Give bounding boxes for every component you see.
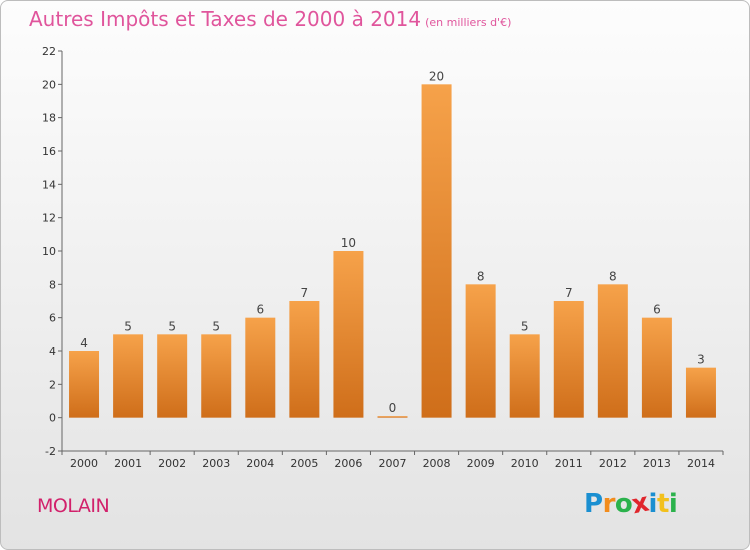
bar-2007[interactable] [377, 416, 408, 418]
bar-2001[interactable] [113, 334, 144, 418]
value-label-2003: 5 [212, 319, 220, 333]
bar-2011[interactable] [553, 301, 584, 418]
value-label-2002: 5 [168, 319, 176, 333]
y-tick-label: 2 [49, 378, 56, 391]
x-tick-label-2014: 2014 [687, 457, 715, 470]
x-tick-label-2009: 2009 [467, 457, 495, 470]
value-label-2000: 4 [80, 336, 88, 350]
y-tick-label: 6 [49, 312, 56, 325]
x-tick-label-2013: 2013 [643, 457, 671, 470]
value-label-2012: 8 [609, 269, 617, 283]
proxiti-logo[interactable]: Proxiti [584, 488, 678, 521]
y-tick-label: 4 [49, 345, 56, 358]
x-tick-label-2010: 2010 [511, 457, 539, 470]
bar-2014[interactable] [685, 367, 716, 418]
bar-2005[interactable] [289, 301, 320, 418]
y-tick-label: 8 [49, 278, 56, 291]
bar-2006[interactable] [333, 251, 364, 418]
x-tick-label-2002: 2002 [158, 457, 186, 470]
value-label-2014: 3 [697, 353, 705, 367]
value-label-2004: 6 [256, 303, 264, 317]
x-tick-label-2007: 2007 [379, 457, 407, 470]
x-tick-label-2008: 2008 [423, 457, 451, 470]
x-tick-label-2001: 2001 [114, 457, 142, 470]
x-tick-label-2011: 2011 [555, 457, 583, 470]
bar-2004[interactable] [245, 317, 276, 418]
y-tick-label: 16 [42, 145, 56, 158]
value-label-2008: 20 [429, 69, 444, 83]
bar-2012[interactable] [597, 284, 628, 418]
x-tick-label-2005: 2005 [290, 457, 318, 470]
y-tick-label: -2 [45, 445, 56, 458]
bar-2003[interactable] [201, 334, 232, 418]
value-label-2011: 7 [565, 286, 573, 300]
bar-2009[interactable] [465, 284, 496, 418]
value-label-2010: 5 [521, 319, 529, 333]
value-label-2005: 7 [301, 286, 309, 300]
bar-2013[interactable] [641, 317, 672, 418]
bar-2000[interactable] [69, 351, 100, 418]
x-tick-label-2004: 2004 [246, 457, 274, 470]
y-tick-label: 10 [42, 245, 56, 258]
y-tick-label: 18 [42, 112, 56, 125]
y-tick-label: 14 [42, 178, 56, 191]
y-tick-label: 22 [42, 45, 56, 58]
bar-2008[interactable] [421, 84, 452, 418]
y-tick-label: 0 [49, 412, 56, 425]
chart-title: Autres Impôts et Taxes de 2000 à 2014 (en… [29, 7, 511, 31]
y-tick-label: 20 [42, 78, 56, 91]
x-tick-label-2003: 2003 [202, 457, 230, 470]
bar-2010[interactable] [509, 334, 540, 418]
y-tick-label: 12 [42, 212, 56, 225]
chart-subtitle: (en milliers d'€) [425, 16, 512, 29]
value-label-2009: 8 [477, 269, 485, 283]
value-label-2007: 0 [389, 401, 397, 415]
x-tick-label-2012: 2012 [599, 457, 627, 470]
value-label-2013: 6 [653, 303, 661, 317]
logo-letter: o [614, 489, 633, 519]
x-tick-label-2000: 2000 [70, 457, 98, 470]
logo-letter: P [584, 489, 603, 519]
bar-2002[interactable] [157, 334, 188, 418]
logo-letter: i [668, 489, 678, 519]
logo-letter: r [602, 489, 616, 519]
value-label-2001: 5 [124, 319, 132, 333]
x-tick-label-2006: 2006 [334, 457, 362, 470]
logo-letter: t [656, 489, 669, 519]
value-label-2006: 10 [341, 236, 356, 250]
logo-letter: i [648, 489, 658, 519]
chart-title-text: Autres Impôts et Taxes de 2000 à 2014 [29, 7, 422, 31]
location-name: MOLAIN [37, 495, 110, 517]
